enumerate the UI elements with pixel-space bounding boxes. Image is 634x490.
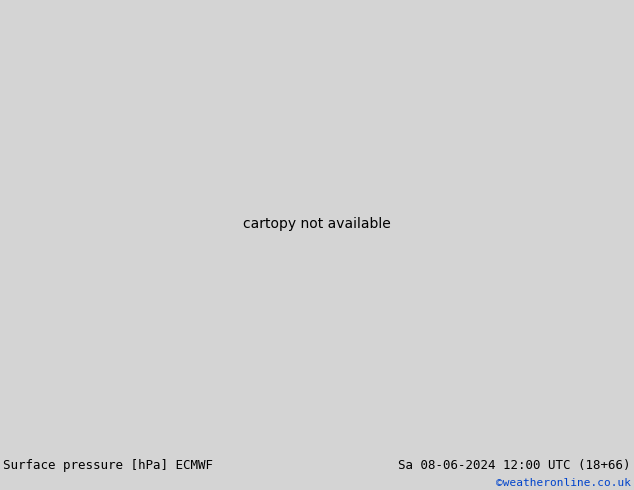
Text: Sa 08-06-2024 12:00 UTC (18+66): Sa 08-06-2024 12:00 UTC (18+66): [398, 459, 631, 471]
Text: ©weatheronline.co.uk: ©weatheronline.co.uk: [496, 478, 631, 488]
Text: Surface pressure [hPa] ECMWF: Surface pressure [hPa] ECMWF: [3, 459, 213, 471]
Text: cartopy not available: cartopy not available: [243, 217, 391, 231]
